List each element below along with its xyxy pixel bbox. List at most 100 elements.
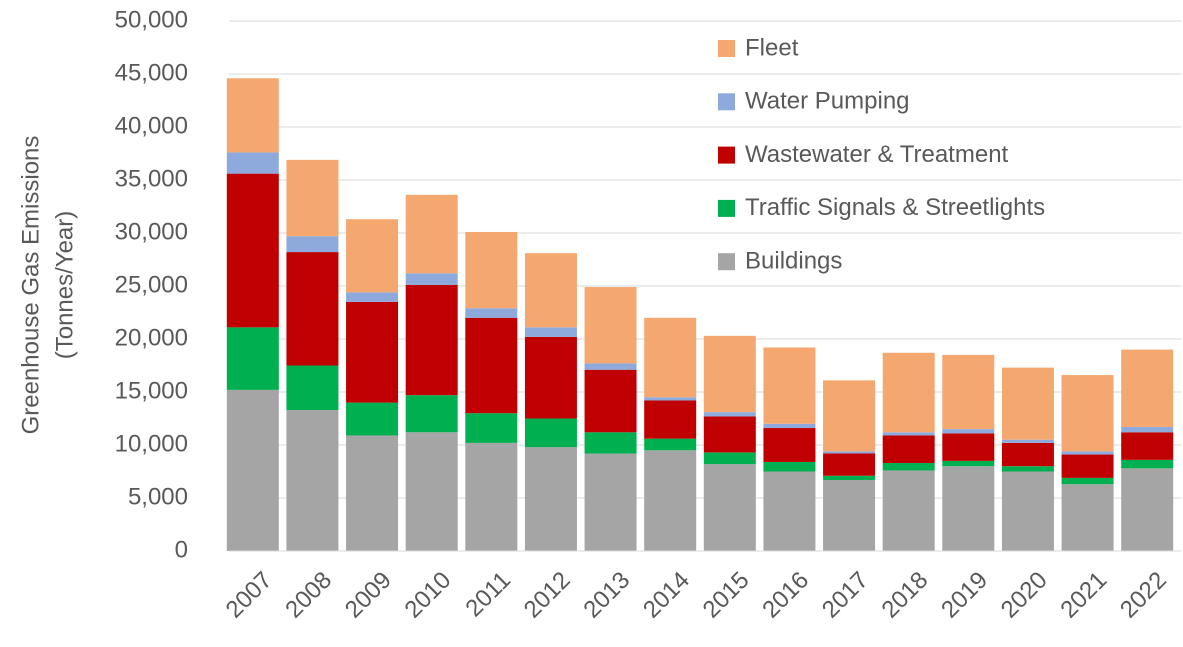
bar-segment [882,352,935,433]
y-tick-label: 15,000 [115,377,188,404]
legend-label: Traffic Signals & Streetlights [745,194,1045,221]
bar-segment [465,442,518,551]
y-tick-label: 0 [175,536,188,563]
bar-segment [823,453,876,476]
bar-segment [703,335,756,413]
bar-segment [882,470,935,551]
bar-segment [465,413,518,443]
bar-segment [226,327,279,390]
legend-swatch [718,93,735,111]
y-tick-label: 5,000 [128,483,188,510]
bar-segment [584,369,637,433]
y-axis-title: Greenhouse Gas Emissions (Tonnes/Year) [17,136,78,435]
bar-segment [942,466,995,551]
bar-segment [1061,477,1114,485]
y-tick-label: 40,000 [115,112,188,139]
x-tick-label: 2009 [340,567,397,624]
bar-segment [465,317,518,414]
bar-segment [524,253,577,328]
bar-segment [763,423,816,429]
bar-segment [644,450,697,551]
legend-label: Fleet [745,34,799,61]
bar-segment [1001,466,1054,472]
bar-segment [882,435,935,464]
y-tick-label: 50,000 [115,6,188,33]
y-tick-label: 45,000 [115,59,188,86]
bar-segment [524,447,577,551]
bar-segment [1061,451,1114,455]
bar-segment [763,461,816,472]
bar-segment [1121,432,1174,460]
bar-segment [286,252,339,366]
bar-segment [1061,375,1114,452]
legend-swatch [718,40,735,57]
bar-segment [703,452,756,465]
bar-segment [1121,459,1174,469]
bar-segment [226,389,279,551]
bar-segment [226,152,279,174]
x-tick-label: 2007 [221,567,278,624]
bar-segment [644,438,697,451]
legend-swatch [718,146,735,164]
x-tick-label: 2022 [1115,567,1172,624]
x-tick-label: 2008 [280,567,337,624]
bar-segment [286,410,339,551]
x-tick-label: 2015 [698,567,755,624]
bar-segment [703,412,756,417]
bar-segment [286,159,339,237]
bar-segment [226,173,279,328]
x-tick-label: 2012 [519,567,576,624]
x-tick-label: 2017 [817,567,874,624]
bar-segment [584,287,637,364]
bar-segment [584,363,637,370]
bar-segment [763,471,816,551]
bar-segment [226,78,279,153]
bar-segment [1001,442,1054,467]
legend-label: Buildings [745,248,842,275]
bar-segment [823,475,876,480]
bar-segment [763,428,816,462]
bar-segment [346,292,399,302]
y-tick-label: 20,000 [115,324,188,351]
bar-segment [524,418,577,448]
bar-segment [1121,426,1174,433]
legend-label: Wastewater & Treatment [745,141,1009,168]
y-tick-label: 25,000 [115,271,188,298]
bar-segment [703,416,756,453]
legend-swatch [718,199,735,217]
bar-segment [405,194,458,274]
bar-segment [823,451,876,454]
x-tick-label: 2021 [1055,567,1112,624]
y-axis-title-line: Greenhouse Gas Emissions [17,136,44,435]
bar-segment [644,317,697,398]
bar-segment [346,219,399,293]
bar-segment [286,365,339,411]
bar-segment [823,479,876,551]
bar-segment [882,432,935,436]
bar-segment [405,273,458,285]
legend-label: Water Pumping [745,88,910,115]
bar-segment [942,354,995,430]
bar-segment [1061,484,1114,551]
bar-segment [1001,439,1054,443]
y-axis-title-line: (Tonnes/Year) [51,211,78,360]
x-tick-label: 2018 [877,567,934,624]
bar-segment [584,432,637,454]
bar-segment [1061,454,1114,478]
bar-segment [1001,367,1054,440]
bar-segment [942,460,995,467]
x-tick-label: 2016 [757,567,814,624]
bar-segment [465,231,518,309]
bar-segment [524,336,577,419]
y-tick-label: 10,000 [115,430,188,457]
bar-segment [644,397,697,401]
bar-segment [346,435,399,551]
bar-segment [346,402,399,436]
bar-segment [465,308,518,318]
y-tick-label: 30,000 [115,218,188,245]
bar-segment [405,432,458,551]
bar-segment [1001,471,1054,551]
bar-segment [1121,349,1174,427]
bar-segment [584,453,637,551]
